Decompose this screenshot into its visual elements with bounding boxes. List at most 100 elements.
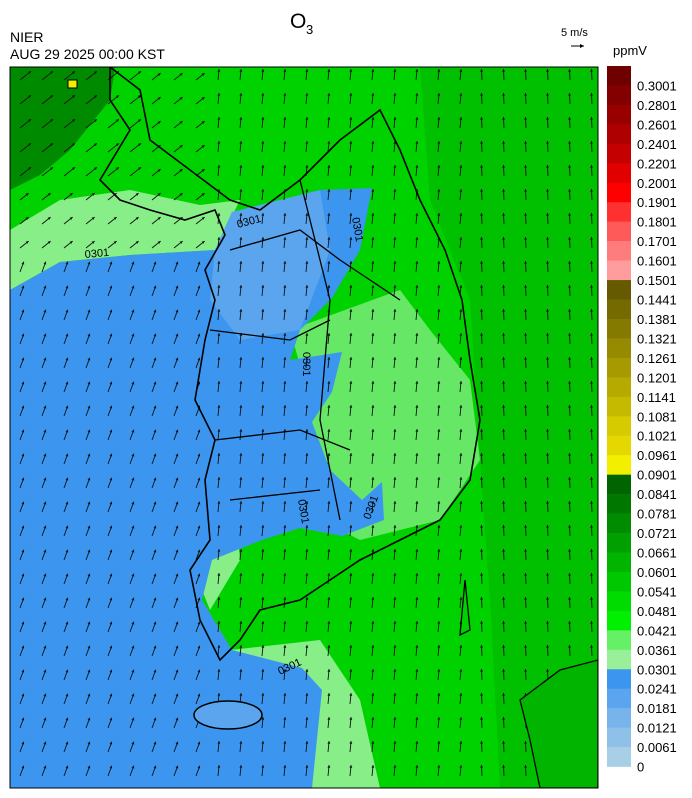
wind-arrow-head — [153, 333, 157, 337]
wind-arrow-head — [546, 381, 550, 384]
wind-arrow-head — [349, 621, 353, 624]
wind-arrow-head — [371, 333, 375, 336]
wind-arrow-head — [524, 237, 528, 240]
contour-label: 0301 — [84, 247, 109, 261]
wind-arrow-head — [72, 143, 75, 147]
island — [459, 579, 471, 637]
wind-arrow-head — [197, 285, 201, 289]
wind-arrow-head — [590, 165, 594, 168]
wind-arrow-head — [305, 669, 309, 672]
wind-arrow-head — [217, 477, 221, 480]
wind-arrow-head — [371, 693, 375, 696]
wind-arrow-head — [261, 645, 265, 648]
wind-arrow-head — [371, 741, 375, 744]
colorbar-label: 0.1901 — [637, 195, 677, 210]
wind-arrow-head — [480, 573, 484, 576]
wind-arrow-head — [393, 549, 397, 552]
colorbar-box — [607, 280, 631, 300]
wind-arrow-head — [305, 69, 309, 72]
wind-arrow-head — [437, 93, 441, 96]
wind-arrow-head — [568, 525, 572, 528]
wind-arrow-head — [568, 621, 572, 624]
wind-arrow-head — [349, 117, 353, 120]
wind-arrow-head — [371, 117, 375, 120]
wind-arrow-head — [524, 285, 528, 288]
wind-arrow-head — [283, 333, 287, 336]
contour-label: 0301 — [349, 216, 365, 242]
wind-arrow-head — [305, 93, 309, 96]
wind-arrow-head — [480, 405, 484, 408]
colorbar-box — [607, 727, 631, 748]
wind-arrow-head — [459, 765, 463, 768]
wind-arrow-head — [197, 525, 201, 529]
wind-arrow-head — [459, 285, 463, 288]
wind-arrow-head — [349, 381, 353, 384]
wind-arrow-head — [179, 241, 183, 244]
wind-arrow-head — [459, 93, 463, 96]
wind-arrow-head — [283, 621, 287, 624]
wind-arrow-head — [94, 143, 97, 147]
wind-arrow-head — [502, 549, 506, 552]
colorbar-box — [607, 552, 631, 573]
wind-arrow-head — [197, 333, 201, 337]
wind-scale: 5 m/s — [561, 27, 588, 39]
wind-arrow-head — [283, 549, 287, 552]
wind-arrow-head — [261, 237, 265, 240]
wind-arrow-head — [131, 717, 135, 721]
wind-arrow-head — [21, 453, 25, 457]
wind-arrow-head — [261, 429, 265, 432]
colorbar-label: 0.0601 — [637, 565, 677, 580]
wind-arrow-head — [327, 501, 331, 504]
wind-arrow-head — [21, 333, 25, 337]
wind-arrow-head — [590, 237, 594, 240]
wind-arrow-head — [437, 549, 441, 552]
wind-arrow-head — [87, 333, 91, 337]
wind-arrow-head — [459, 309, 463, 312]
wind-arrow-head — [179, 193, 183, 196]
wind-arrow-head — [480, 69, 484, 72]
wind-arrow-head — [217, 309, 221, 312]
wind-arrow-head — [175, 477, 179, 481]
wind-arrow-head — [50, 167, 53, 171]
wind-arrow-head — [480, 117, 484, 120]
wind-arrow-head — [590, 621, 594, 624]
wind-arrow-head — [94, 71, 97, 75]
wind-arrow-head — [371, 477, 375, 480]
wind-arrow-head — [43, 453, 47, 457]
wind-arrow-head — [437, 477, 441, 480]
wind-arrow-head — [371, 357, 375, 360]
wind-arrow-head — [524, 573, 528, 576]
wind-arrow-head — [590, 117, 594, 120]
wind-arrow-head — [305, 501, 309, 504]
wind-arrow-head — [590, 573, 594, 576]
colorbar-unit: ppmV — [613, 43, 647, 58]
wind-arrow-head — [327, 237, 331, 240]
wind-arrow-head — [175, 357, 179, 361]
wind-arrow-head — [175, 309, 179, 313]
colorbar-box — [607, 747, 631, 767]
colorbar-label: 0.1501 — [637, 273, 677, 288]
wind-arrow-head — [43, 765, 47, 769]
wind-arrow-head — [480, 93, 484, 96]
wind-arrow-head — [72, 119, 75, 123]
colorbar-label: 0.1141 — [637, 390, 676, 405]
wind-arrow-head — [305, 333, 309, 336]
wind-arrow-head — [87, 717, 91, 721]
colorbar-box — [607, 241, 631, 261]
wind-arrow-head — [349, 237, 353, 240]
wind-arrow-head — [87, 765, 91, 769]
wind-arrow-head — [480, 357, 484, 360]
wind-arrow-head — [153, 261, 157, 265]
colorbar-label: 0.2801 — [637, 98, 677, 113]
wind-arrow-head — [43, 669, 47, 673]
wind-arrow-head — [480, 165, 484, 168]
wind-arrow-head — [393, 597, 397, 600]
wind-arrow-head — [305, 285, 309, 288]
wind-arrow-head — [349, 213, 353, 216]
wind-arrow-head — [175, 597, 179, 601]
wind-arrow-head — [65, 693, 69, 697]
wind-arrow-head — [283, 261, 287, 264]
wind-arrow-head — [217, 645, 221, 648]
wind-arrow-head — [327, 477, 331, 480]
